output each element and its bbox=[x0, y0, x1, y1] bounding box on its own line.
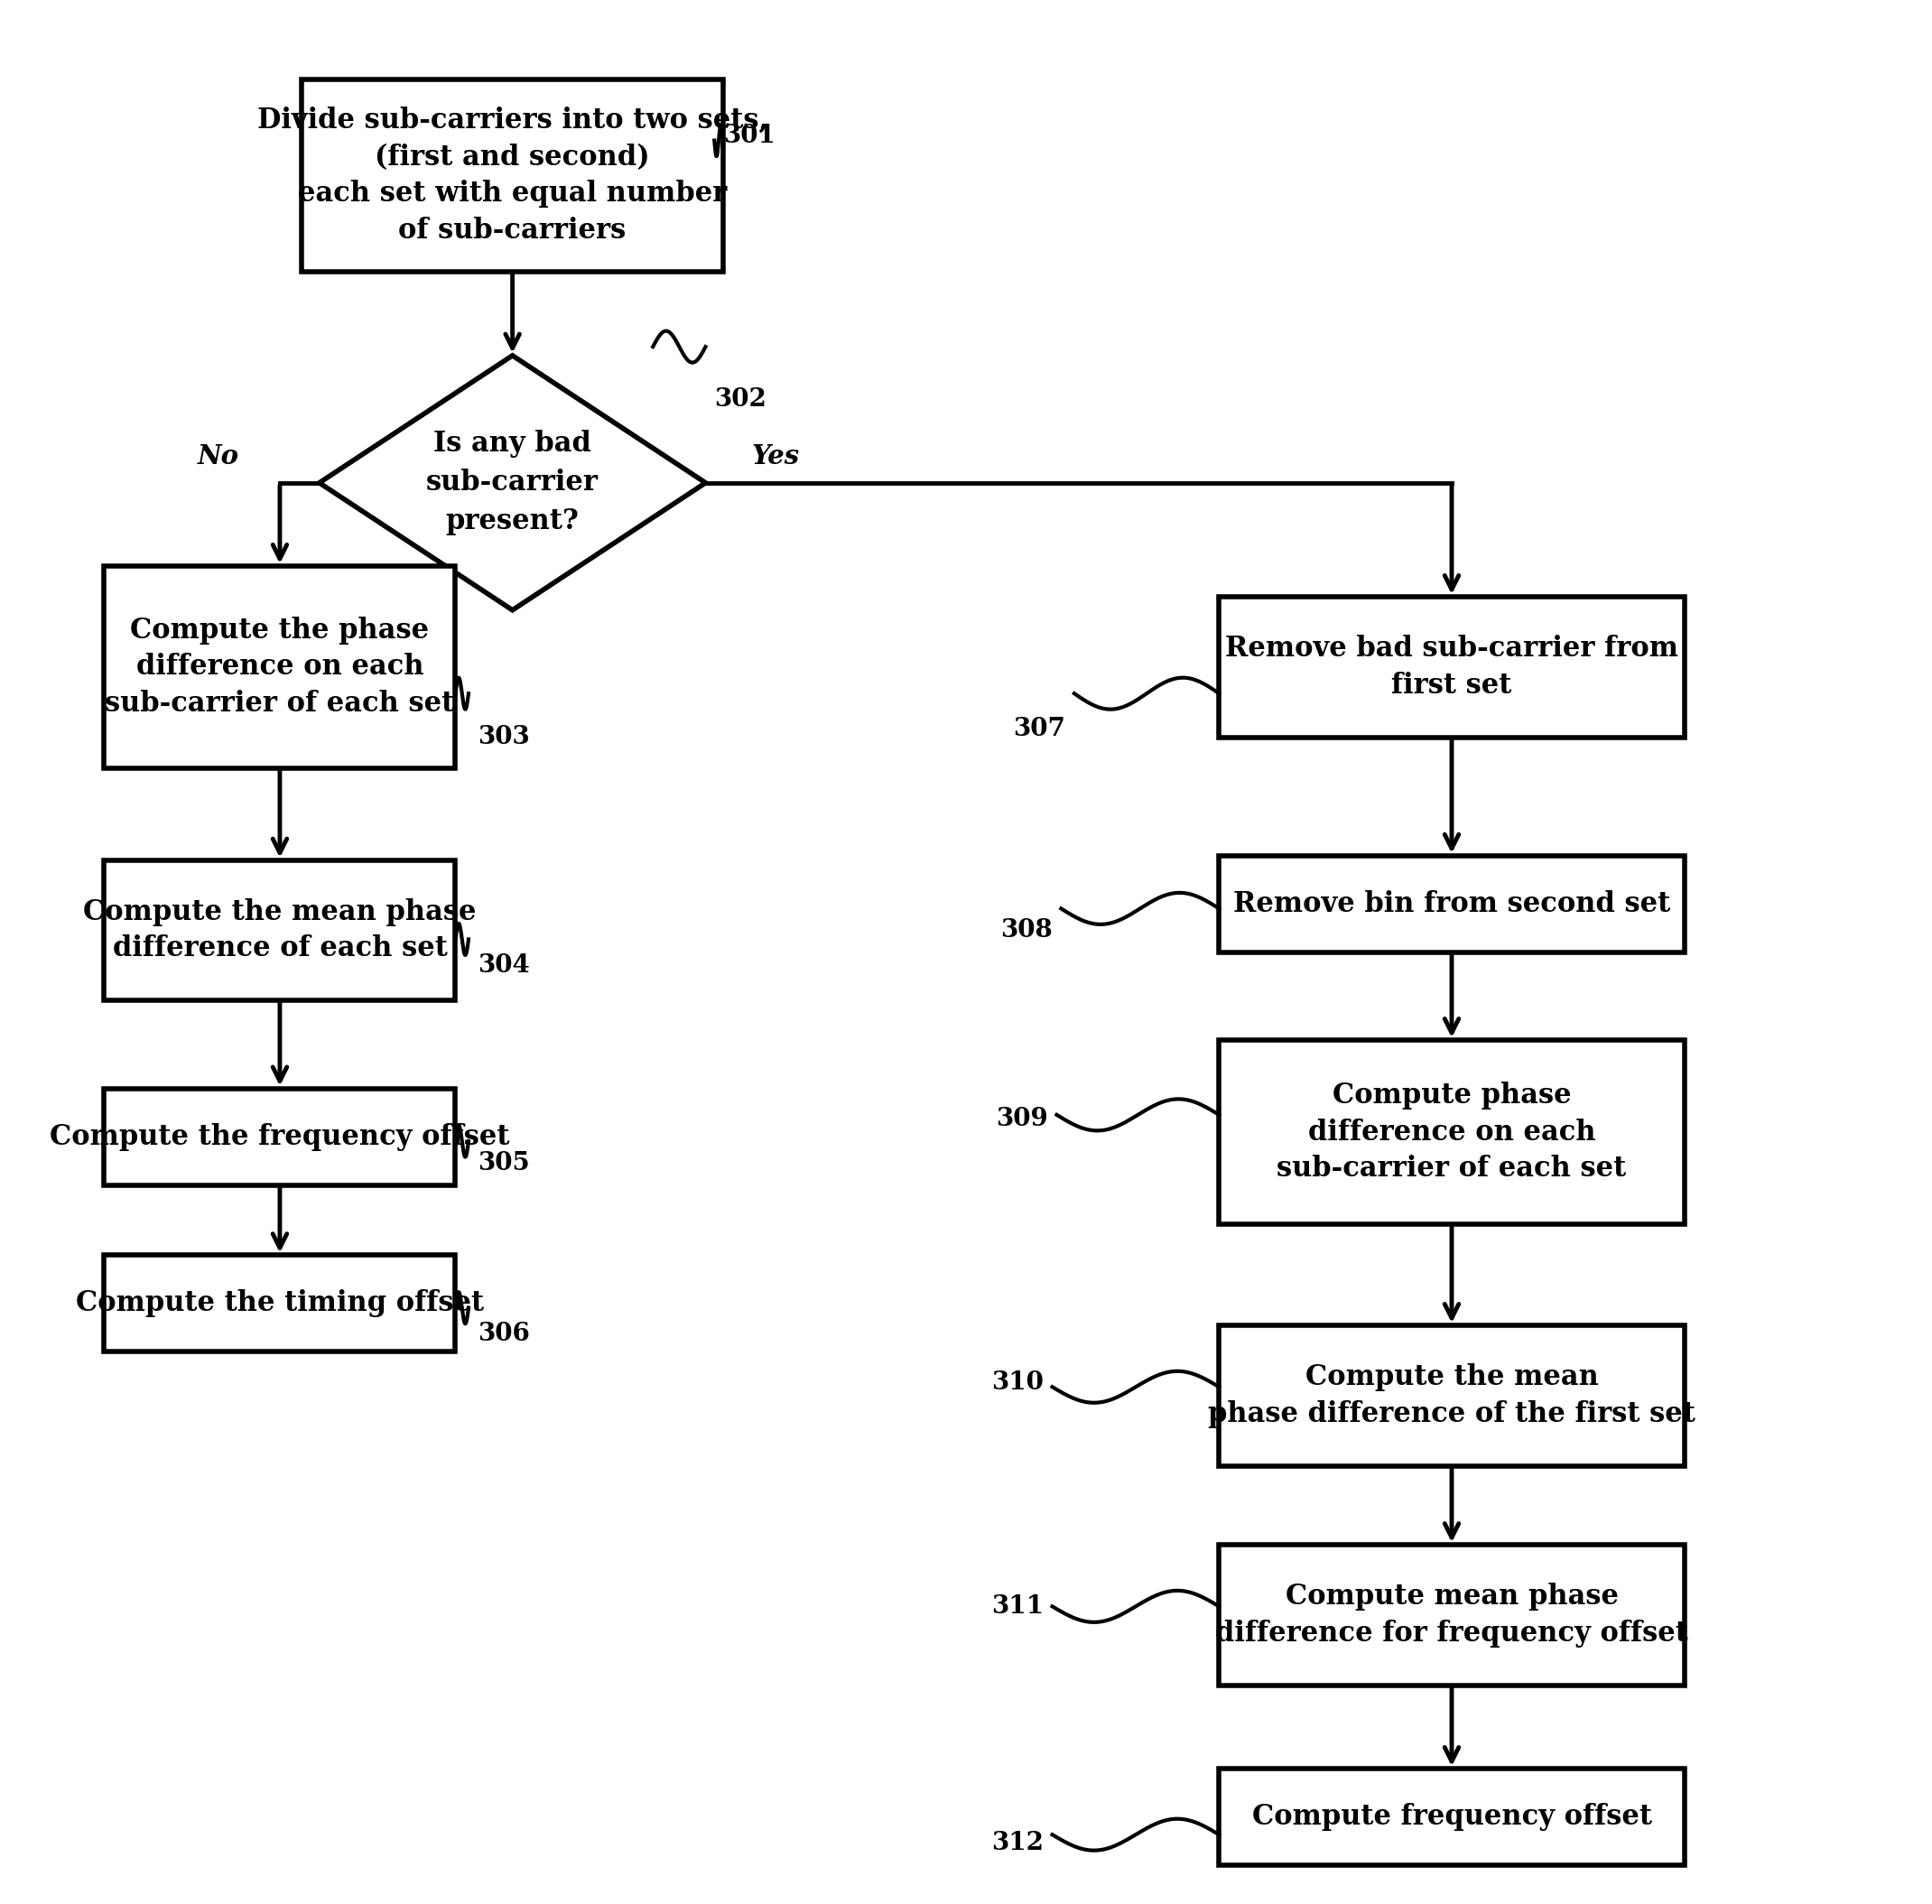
FancyBboxPatch shape bbox=[1219, 1325, 1685, 1466]
FancyBboxPatch shape bbox=[104, 1255, 456, 1352]
Text: No: No bbox=[197, 444, 240, 470]
Text: Compute the mean phase
difference of each set: Compute the mean phase difference of eac… bbox=[83, 899, 477, 963]
Text: 306: 306 bbox=[477, 1321, 529, 1346]
Text: Compute the frequency offset: Compute the frequency offset bbox=[50, 1123, 510, 1150]
Text: 302: 302 bbox=[715, 387, 767, 411]
Text: Compute the mean
phase difference of the first set: Compute the mean phase difference of the… bbox=[1208, 1363, 1696, 1428]
Text: Compute phase
difference on each
sub-carrier of each set: Compute phase difference on each sub-car… bbox=[1277, 1081, 1627, 1182]
FancyBboxPatch shape bbox=[1219, 598, 1685, 737]
FancyBboxPatch shape bbox=[1219, 1040, 1685, 1224]
Text: 307: 307 bbox=[1012, 716, 1065, 741]
FancyBboxPatch shape bbox=[104, 861, 456, 1002]
Text: Compute the timing offset: Compute the timing offset bbox=[75, 1289, 483, 1318]
Text: Is any bad
sub-carrier
present?: Is any bad sub-carrier present? bbox=[427, 430, 599, 535]
Text: Compute mean phase
difference for frequency offset: Compute mean phase difference for freque… bbox=[1215, 1582, 1689, 1647]
Text: Yes: Yes bbox=[752, 444, 800, 470]
FancyBboxPatch shape bbox=[104, 565, 456, 767]
FancyBboxPatch shape bbox=[1219, 857, 1685, 952]
Text: Divide sub-carriers into two sets,
(first and second)
each set with equal number: Divide sub-carriers into two sets, (firs… bbox=[257, 107, 769, 244]
Text: 312: 312 bbox=[991, 1832, 1043, 1856]
Text: 310: 310 bbox=[991, 1371, 1043, 1396]
Text: Remove bin from second set: Remove bin from second set bbox=[1233, 891, 1671, 918]
Text: 303: 303 bbox=[477, 725, 529, 750]
Text: Compute frequency offset: Compute frequency offset bbox=[1252, 1803, 1652, 1832]
FancyBboxPatch shape bbox=[104, 1089, 456, 1184]
FancyBboxPatch shape bbox=[1219, 1544, 1685, 1685]
FancyBboxPatch shape bbox=[1219, 1769, 1685, 1866]
Text: 304: 304 bbox=[477, 954, 529, 979]
Text: Remove bad sub-carrier from
first set: Remove bad sub-carrier from first set bbox=[1225, 634, 1679, 699]
Text: 305: 305 bbox=[477, 1150, 529, 1175]
Text: 309: 309 bbox=[995, 1106, 1047, 1131]
Text: 311: 311 bbox=[991, 1594, 1043, 1618]
Polygon shape bbox=[319, 356, 705, 609]
Text: 308: 308 bbox=[1001, 918, 1053, 942]
Text: Compute the phase
difference on each
sub-carrier of each set: Compute the phase difference on each sub… bbox=[104, 617, 454, 718]
FancyBboxPatch shape bbox=[301, 80, 723, 272]
Text: 301: 301 bbox=[723, 124, 775, 149]
